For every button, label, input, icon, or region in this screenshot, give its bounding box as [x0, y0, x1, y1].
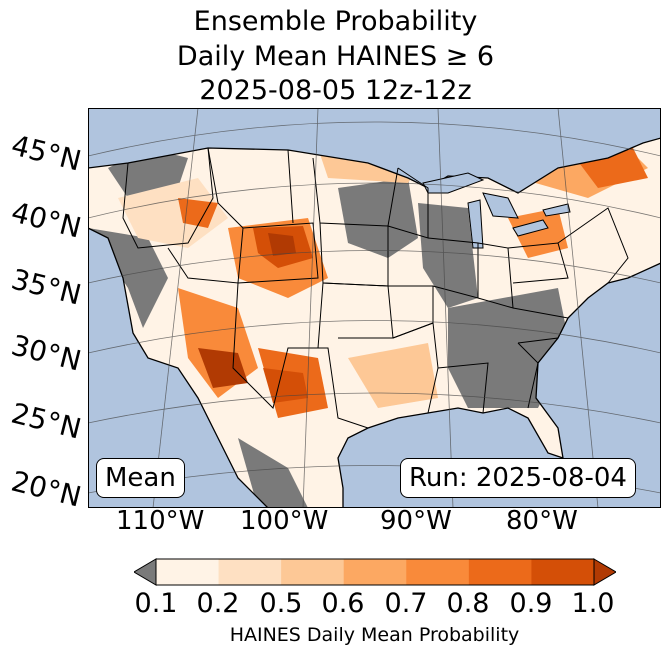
lon-label-110: 110°W	[116, 506, 205, 536]
colorbar-frame	[155, 558, 595, 586]
title-line-1: Ensemble Probability	[193, 6, 478, 37]
colorbar-under-arrow	[134, 558, 157, 586]
map-frame	[88, 108, 661, 508]
state-borders	[122, 147, 629, 429]
lat-label-20: 20°N	[8, 464, 85, 514]
colorbar-tick-4: 0.7	[384, 588, 428, 619]
colorbar-segments	[156, 559, 595, 585]
lat-label-45: 45°N	[8, 128, 85, 178]
colorbar-tick-2: 0.5	[259, 588, 303, 619]
lon-label-90: 90°W	[380, 506, 452, 536]
colorbar-tick-3: 0.6	[321, 588, 365, 619]
lon-label-80: 80°W	[506, 506, 578, 536]
colorbar-tick-5: 0.8	[446, 588, 490, 619]
colorbar-segment	[218, 559, 282, 585]
run-label-box: Run: 2025-08-04	[400, 458, 636, 498]
colorbar-tick-6: 0.9	[509, 588, 553, 619]
great-lakes	[422, 172, 571, 249]
stat-label-box: Mean	[96, 458, 185, 498]
lat-label-35: 35°N	[8, 262, 85, 312]
colorbar	[134, 558, 616, 586]
colorbar-segment	[343, 559, 407, 585]
colorbar-segment	[281, 559, 345, 585]
probability-map	[88, 108, 661, 508]
colorbar-segment	[156, 559, 220, 585]
lon-label-100: 100°W	[240, 506, 329, 536]
colorbar-tick-1: 0.2	[196, 588, 240, 619]
colorbar-segment	[531, 559, 595, 585]
lat-label-30: 30°N	[8, 328, 85, 378]
colorbar-over-arrow	[593, 558, 616, 586]
lat-label-40: 40°N	[8, 195, 85, 245]
colorbar-segment	[406, 559, 470, 585]
lat-label-25: 25°N	[8, 396, 85, 446]
colorbar-label: HAINES Daily Mean Probability	[229, 624, 520, 646]
title-line-2: Daily Mean HAINES ≥ 6	[176, 41, 495, 72]
colorbar-tick-7: 1.0	[571, 588, 615, 619]
colorbar-segment	[468, 559, 532, 585]
title-line-3: 2025-08-05 12z-12z	[199, 75, 472, 106]
colorbar-tick-0: 0.1	[134, 588, 178, 619]
